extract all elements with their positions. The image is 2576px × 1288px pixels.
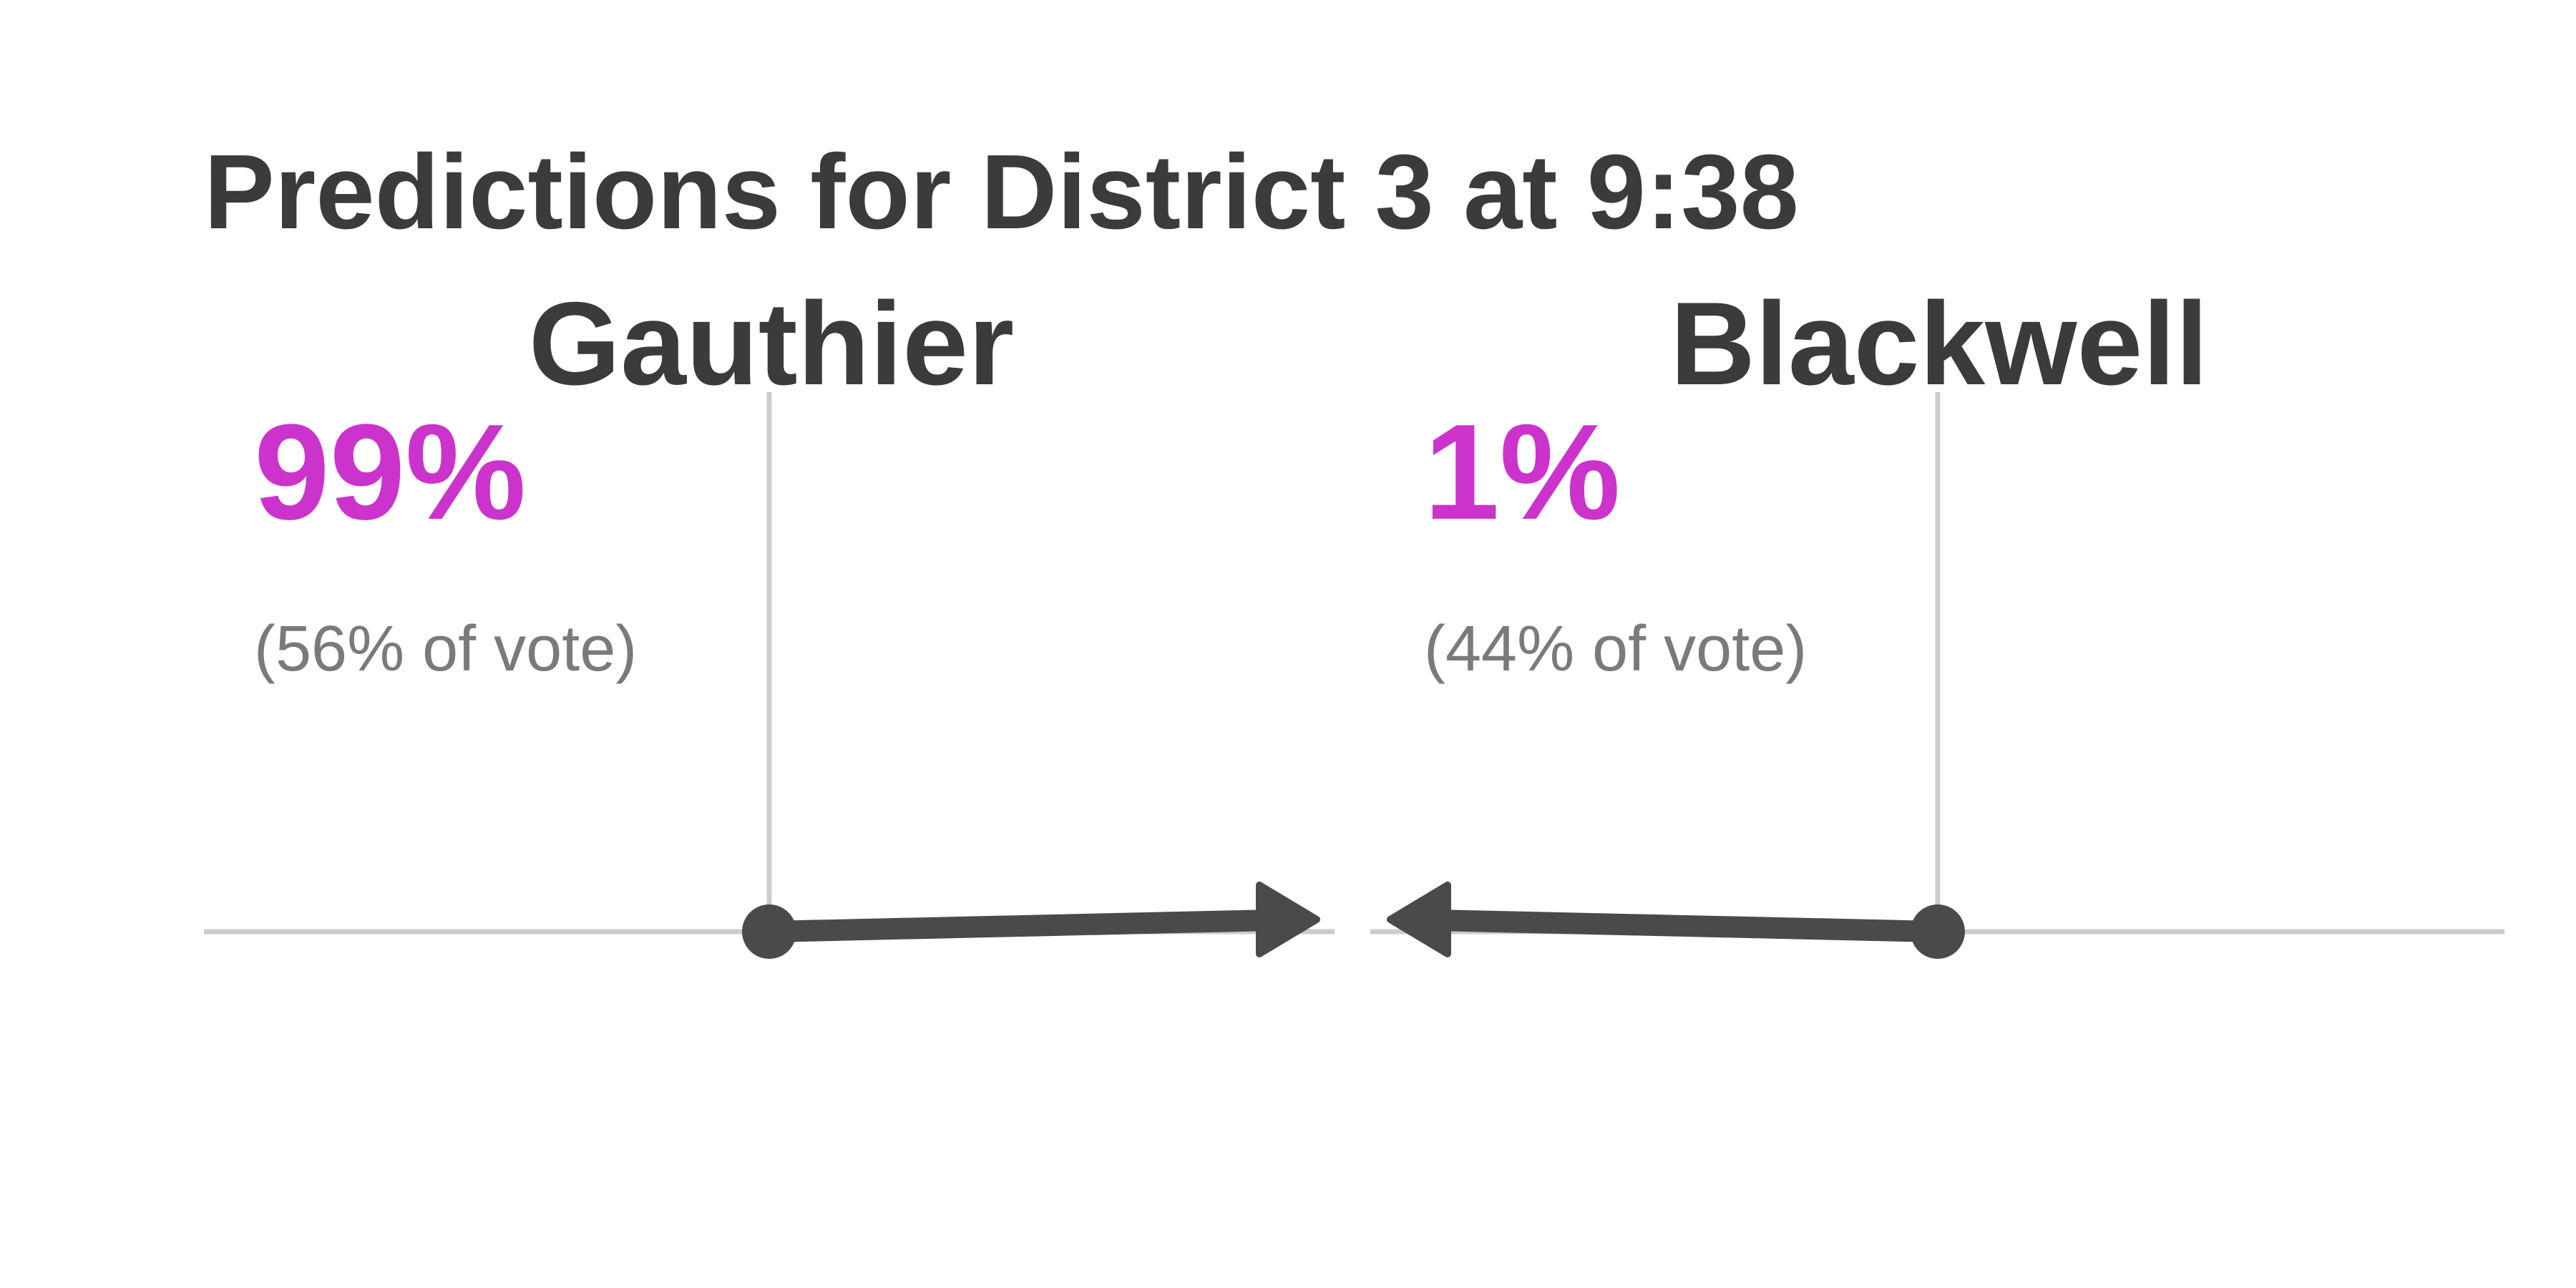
- arrow-shaft-blackwell: [1423, 909, 1948, 942]
- arrow-origin-dot-blackwell: [1911, 904, 1965, 959]
- chart-title: Predictions for District 3 at 9:38: [204, 133, 1799, 251]
- arrow-shaft-gauthier: [758, 909, 1284, 942]
- vote-share-gauthier: (56% of vote): [254, 613, 638, 685]
- arrow-head-blackwell: [1387, 882, 1451, 957]
- candidate-name-blackwell: Blackwell: [1669, 278, 2209, 409]
- vote-share-blackwell: (44% of vote): [1424, 613, 1807, 685]
- arrow-origin-dot-gauthier: [742, 904, 796, 959]
- candidate-name-gauthier: Gauthier: [528, 278, 1015, 409]
- win-probability-gauthier: 99%: [254, 396, 527, 548]
- win-probability-blackwell: 1%: [1424, 396, 1621, 548]
- arrow-head-gauthier: [1256, 882, 1320, 957]
